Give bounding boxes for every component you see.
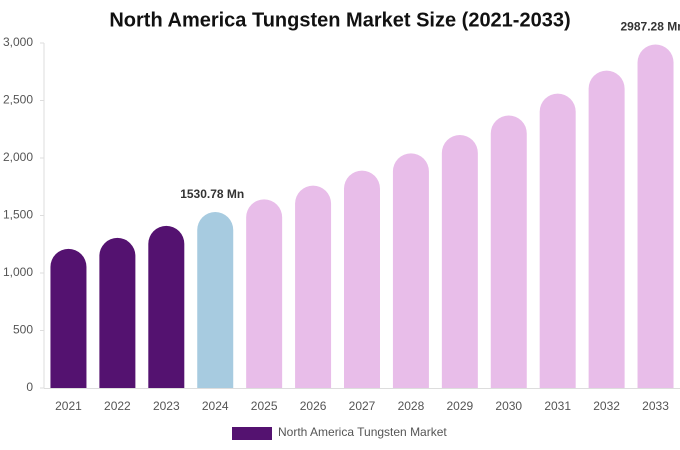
legend-swatch — [232, 427, 272, 440]
x-tick-label: 2024 — [202, 399, 229, 413]
bar — [344, 170, 380, 388]
x-tick-label: 2031 — [544, 399, 571, 413]
y-tick-label: 3,000 — [3, 35, 33, 49]
bar — [539, 93, 576, 388]
x-tick-label: 2023 — [153, 399, 180, 413]
x-tick-label: 2032 — [593, 399, 620, 413]
y-tick-label: 2,500 — [3, 93, 33, 107]
x-tick-label: 2025 — [251, 399, 278, 413]
value-label: 2987.28 Mn — [621, 20, 680, 34]
x-tick-label: 2033 — [642, 399, 669, 413]
bar — [637, 44, 674, 388]
y-tick-label: 1,000 — [3, 265, 33, 279]
bar — [392, 153, 429, 388]
bar — [490, 115, 527, 388]
bar — [588, 70, 625, 388]
bar — [99, 237, 136, 388]
x-tick-label: 2029 — [446, 399, 473, 413]
bar — [197, 211, 234, 388]
x-tick-label: 2028 — [398, 399, 425, 413]
legend-label: North America Tungsten Market — [278, 425, 447, 439]
bar — [441, 135, 478, 388]
bar — [50, 248, 87, 388]
bar — [148, 225, 185, 388]
value-label: 1530.78 Mn — [180, 187, 244, 201]
x-tick-label: 2030 — [495, 399, 522, 413]
bar — [246, 199, 283, 388]
y-tick-label: 0 — [26, 380, 33, 394]
y-tick-label: 2,000 — [3, 150, 33, 164]
x-tick-label: 2027 — [349, 399, 376, 413]
y-tick-label: 500 — [13, 323, 33, 337]
x-tick-label: 2026 — [300, 399, 327, 413]
x-tick-label: 2021 — [55, 399, 82, 413]
y-tick-label: 1,500 — [3, 208, 33, 222]
bar — [295, 185, 332, 388]
chart-title: North America Tungsten Market Size (2021… — [109, 9, 570, 31]
x-tick-label: 2022 — [104, 399, 131, 413]
